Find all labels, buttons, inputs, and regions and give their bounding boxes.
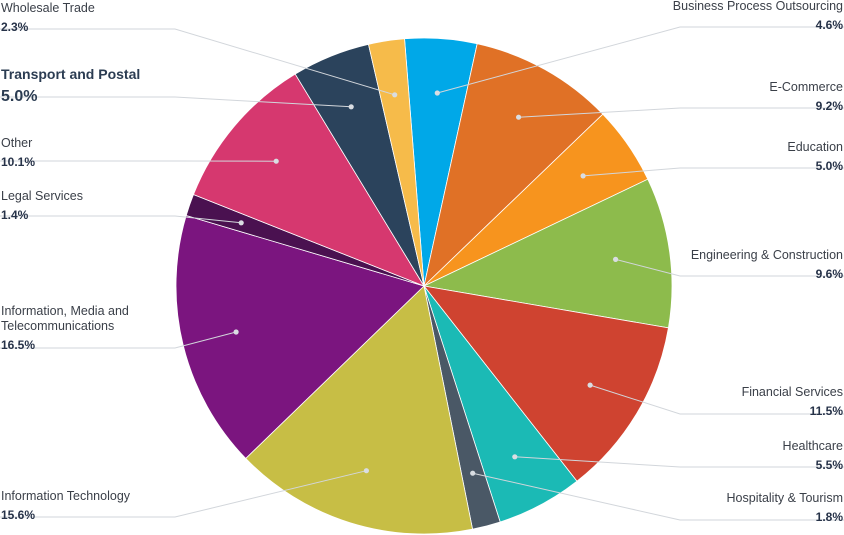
label-value-information-media-and-telecommunications: 16.5% xyxy=(1,338,35,352)
slice-wholesale-trade[interactable] xyxy=(367,38,425,287)
label-name-e-commerce: E-Commerce xyxy=(769,80,843,94)
slice-e-commerce[interactable] xyxy=(423,43,604,288)
leader-line-healthcare xyxy=(514,456,844,468)
leader-dot-legal-services xyxy=(238,220,244,226)
slice-other[interactable] xyxy=(192,73,425,287)
leader-dot-wholesale-trade xyxy=(392,92,398,98)
label-name-information-technology: Information Technology xyxy=(1,489,131,503)
label-name-financial-services: Financial Services xyxy=(742,385,843,399)
label-name-wholesale-trade: Wholesale Trade xyxy=(1,1,95,15)
leader-dot-healthcare xyxy=(512,454,518,460)
leader-line-business-process-outsourcing xyxy=(437,26,844,94)
label-value-other: 10.1% xyxy=(1,155,35,169)
leader-line-transport-and-postal xyxy=(0,96,352,108)
leader-lines xyxy=(0,26,844,521)
label-name-hospitality-and-tourism: Hospitality & Tourism xyxy=(727,491,843,505)
label-name-other: Other xyxy=(1,136,32,150)
pie-slices xyxy=(175,37,673,535)
leader-line-education xyxy=(583,167,844,177)
label-name-engineering-and-construction: Engineering & Construction xyxy=(691,248,843,262)
slice-information-media-and-telecommunications[interactable] xyxy=(175,215,425,459)
label-value-healthcare: 5.5% xyxy=(816,458,844,472)
label-value-transport-and-postal: 5.0% xyxy=(1,88,37,105)
leader-dot-information-technology xyxy=(363,468,369,474)
label-value-financial-services: 11.5% xyxy=(810,404,844,418)
label-value-information-technology: 15.6% xyxy=(1,508,35,522)
slice-financial-services[interactable] xyxy=(423,285,669,482)
leader-dot-hospitality-and-tourism xyxy=(470,470,476,476)
leader-line-e-commerce xyxy=(518,107,844,118)
leader-line-engineering-and-construction xyxy=(615,258,844,277)
label-value-e-commerce: 9.2% xyxy=(816,99,844,113)
leader-line-financial-services xyxy=(589,384,844,415)
leader-dot-engineering-and-construction xyxy=(613,256,619,262)
label-value-engineering-and-construction: 9.6% xyxy=(816,267,844,281)
label-value-legal-services: 1.4% xyxy=(1,208,29,222)
label-value-wholesale-trade: 2.3% xyxy=(1,20,29,34)
label-value-hospitality-and-tourism: 1.8% xyxy=(816,510,844,524)
slice-engineering-and-construction[interactable] xyxy=(422,178,673,329)
label-value-education: 5.0% xyxy=(816,159,844,173)
label-name-education: Education xyxy=(787,140,843,154)
leader-dot-information-media-and-telecommunications xyxy=(233,329,239,335)
label-name-healthcare: Healthcare xyxy=(783,439,843,453)
label-name-legal-services: Legal Services xyxy=(1,189,83,203)
leader-dot-transport-and-postal xyxy=(348,104,354,110)
slice-information-technology[interactable] xyxy=(245,285,474,535)
label-value-business-process-outsourcing: 4.6% xyxy=(816,18,844,32)
leader-line-information-media-and-telecommunications xyxy=(0,331,237,349)
label-name-business-process-outsourcing: Business Process Outsourcing xyxy=(673,0,843,13)
slice-labels: Business Process Outsourcing 4.6% E-Commer… xyxy=(1,0,843,524)
leader-line-legal-services xyxy=(0,215,242,224)
leader-dot-education xyxy=(580,173,586,179)
leader-dot-financial-services xyxy=(587,382,593,388)
label-name-information-media-and-telecommunications-line-2: Telecommunications xyxy=(1,319,114,333)
label-name-transport-and-postal: Transport and Postal xyxy=(1,66,140,82)
label-name-information-media-and-telecommunications-line-1: Information, Media and xyxy=(1,304,129,318)
leader-dot-e-commerce xyxy=(516,114,522,120)
leader-dot-business-process-outsourcing xyxy=(434,90,440,96)
leader-line-wholesale-trade xyxy=(0,28,395,96)
leader-line-information-technology xyxy=(0,470,367,518)
leader-line-hospitality-and-tourism xyxy=(472,472,844,521)
leader-dot-other xyxy=(273,158,279,164)
